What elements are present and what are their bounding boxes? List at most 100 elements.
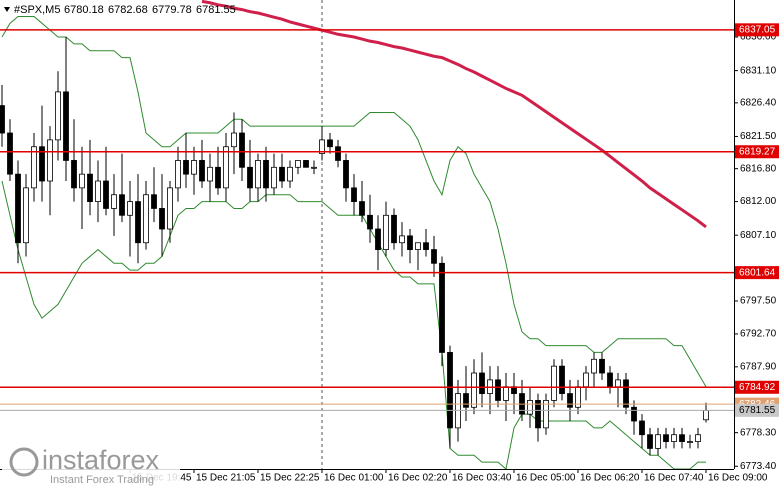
candle-body (471, 372, 477, 408)
x-tick-label: 16 Dec 01:00 (324, 473, 384, 484)
candle-body (375, 228, 381, 250)
y-tick-label: 6821.50 (740, 131, 777, 142)
candle-body (343, 160, 349, 189)
level-label: 6801.64 (739, 267, 776, 278)
candle-body (263, 160, 269, 189)
candle-body (279, 166, 285, 182)
candle-body (447, 352, 453, 429)
candle-body (295, 160, 301, 168)
x-tick-label: 16 Dec 05:00 (516, 473, 576, 484)
candle-body (383, 214, 389, 250)
candle-body (479, 372, 485, 394)
level-label: 6837.05 (739, 24, 776, 35)
ohlc-low: 6779.78 (152, 4, 192, 16)
candle-body (103, 180, 109, 209)
candle-body (55, 91, 61, 141)
candle-body (127, 201, 133, 216)
candle-body (119, 194, 125, 216)
level-label-box (735, 145, 779, 159)
candle-body (231, 132, 237, 148)
symbol-title: #SPX,M5 (14, 4, 60, 16)
candle-body (495, 379, 501, 401)
candle-body (183, 160, 189, 175)
level-label: 6784.92 (739, 382, 776, 393)
candle-body (551, 365, 557, 401)
candle-body (679, 434, 685, 442)
x-tick-label: 16 Dec 03:40 (452, 473, 512, 484)
candle-body (407, 235, 413, 250)
candle-body (15, 173, 21, 244)
candle-body (31, 146, 37, 189)
x-tick-label: 16 Dec 07:40 (644, 473, 704, 484)
ohlc-close: 6781.55 (196, 4, 236, 16)
y-tick-label: 6807.10 (740, 230, 777, 241)
y-tick-label: 6787.90 (740, 361, 777, 372)
candle-body (559, 365, 565, 394)
level-label-box (735, 380, 779, 394)
candle-body (95, 180, 101, 202)
x-tick-label: 16 Dec 02:20 (388, 473, 448, 484)
plot-area (0, 0, 734, 470)
candle-body (687, 441, 693, 443)
candle-body (391, 214, 397, 244)
x-tick-label: 16 Dec 09:00 (708, 473, 768, 484)
candle-body (143, 194, 149, 244)
candle-body (359, 201, 365, 216)
watermark-brand: instaforex (42, 445, 160, 475)
candle-body (607, 372, 613, 388)
candle-body (287, 166, 293, 182)
candle-body (111, 194, 117, 209)
candle-body (583, 372, 589, 388)
candle-body (639, 420, 645, 436)
candle-body (23, 187, 29, 244)
candle-body (239, 132, 245, 168)
candle-body (135, 201, 141, 244)
candle-body (623, 379, 629, 408)
candle-body (591, 358, 597, 374)
candle-body (567, 393, 573, 408)
candle-body (439, 262, 445, 353)
candle-body (159, 208, 165, 230)
candle-body (423, 242, 429, 250)
candle-body (151, 194, 157, 209)
current-price-label: 6781.55 (739, 405, 776, 416)
candle-body (7, 132, 13, 175)
y-tick-label: 6812.00 (740, 196, 777, 207)
watermark-bg (2, 444, 180, 488)
candle-body (503, 386, 509, 401)
level-label: 6819.27 (739, 146, 776, 157)
y-tick-label: 6792.70 (740, 329, 777, 340)
candle-body (255, 160, 261, 189)
indicator-line (201, 0, 707, 229)
collapse-icon (4, 7, 10, 12)
candle-body (63, 91, 69, 161)
candle-body (655, 434, 661, 449)
y-tick-label: 6831.10 (740, 65, 777, 76)
candle-body (191, 160, 197, 175)
y-tick-label: 6797.50 (740, 296, 777, 307)
candle-body (87, 173, 93, 202)
ohlc-open: 6780.18 (64, 4, 104, 16)
x-tick-label: 15 Dec 22:25 (260, 473, 320, 484)
candle-body (415, 242, 421, 250)
level-label-box (735, 23, 779, 37)
watermark-tagline: Instant Forex Trading (50, 474, 154, 486)
y-tick-label: 6826.40 (740, 97, 777, 108)
candle-body (695, 434, 701, 442)
candle-body (663, 434, 669, 442)
candle-body (631, 406, 637, 422)
y-tick-label: 6778.30 (740, 427, 777, 438)
candle-body (79, 173, 85, 189)
candle-body (615, 379, 621, 388)
candle-body (527, 400, 533, 415)
candle-body (175, 160, 181, 189)
x-tick-label: 15 Dec 21:05 (196, 473, 256, 484)
candle-body (399, 235, 405, 244)
candle-body (303, 160, 309, 168)
header: #SPX,M5 6780.18 6782.68 6779.78 6781.55 (4, 4, 236, 16)
x-tick-label: 16 Dec 06:20 (580, 473, 640, 484)
candle-body (327, 139, 333, 148)
